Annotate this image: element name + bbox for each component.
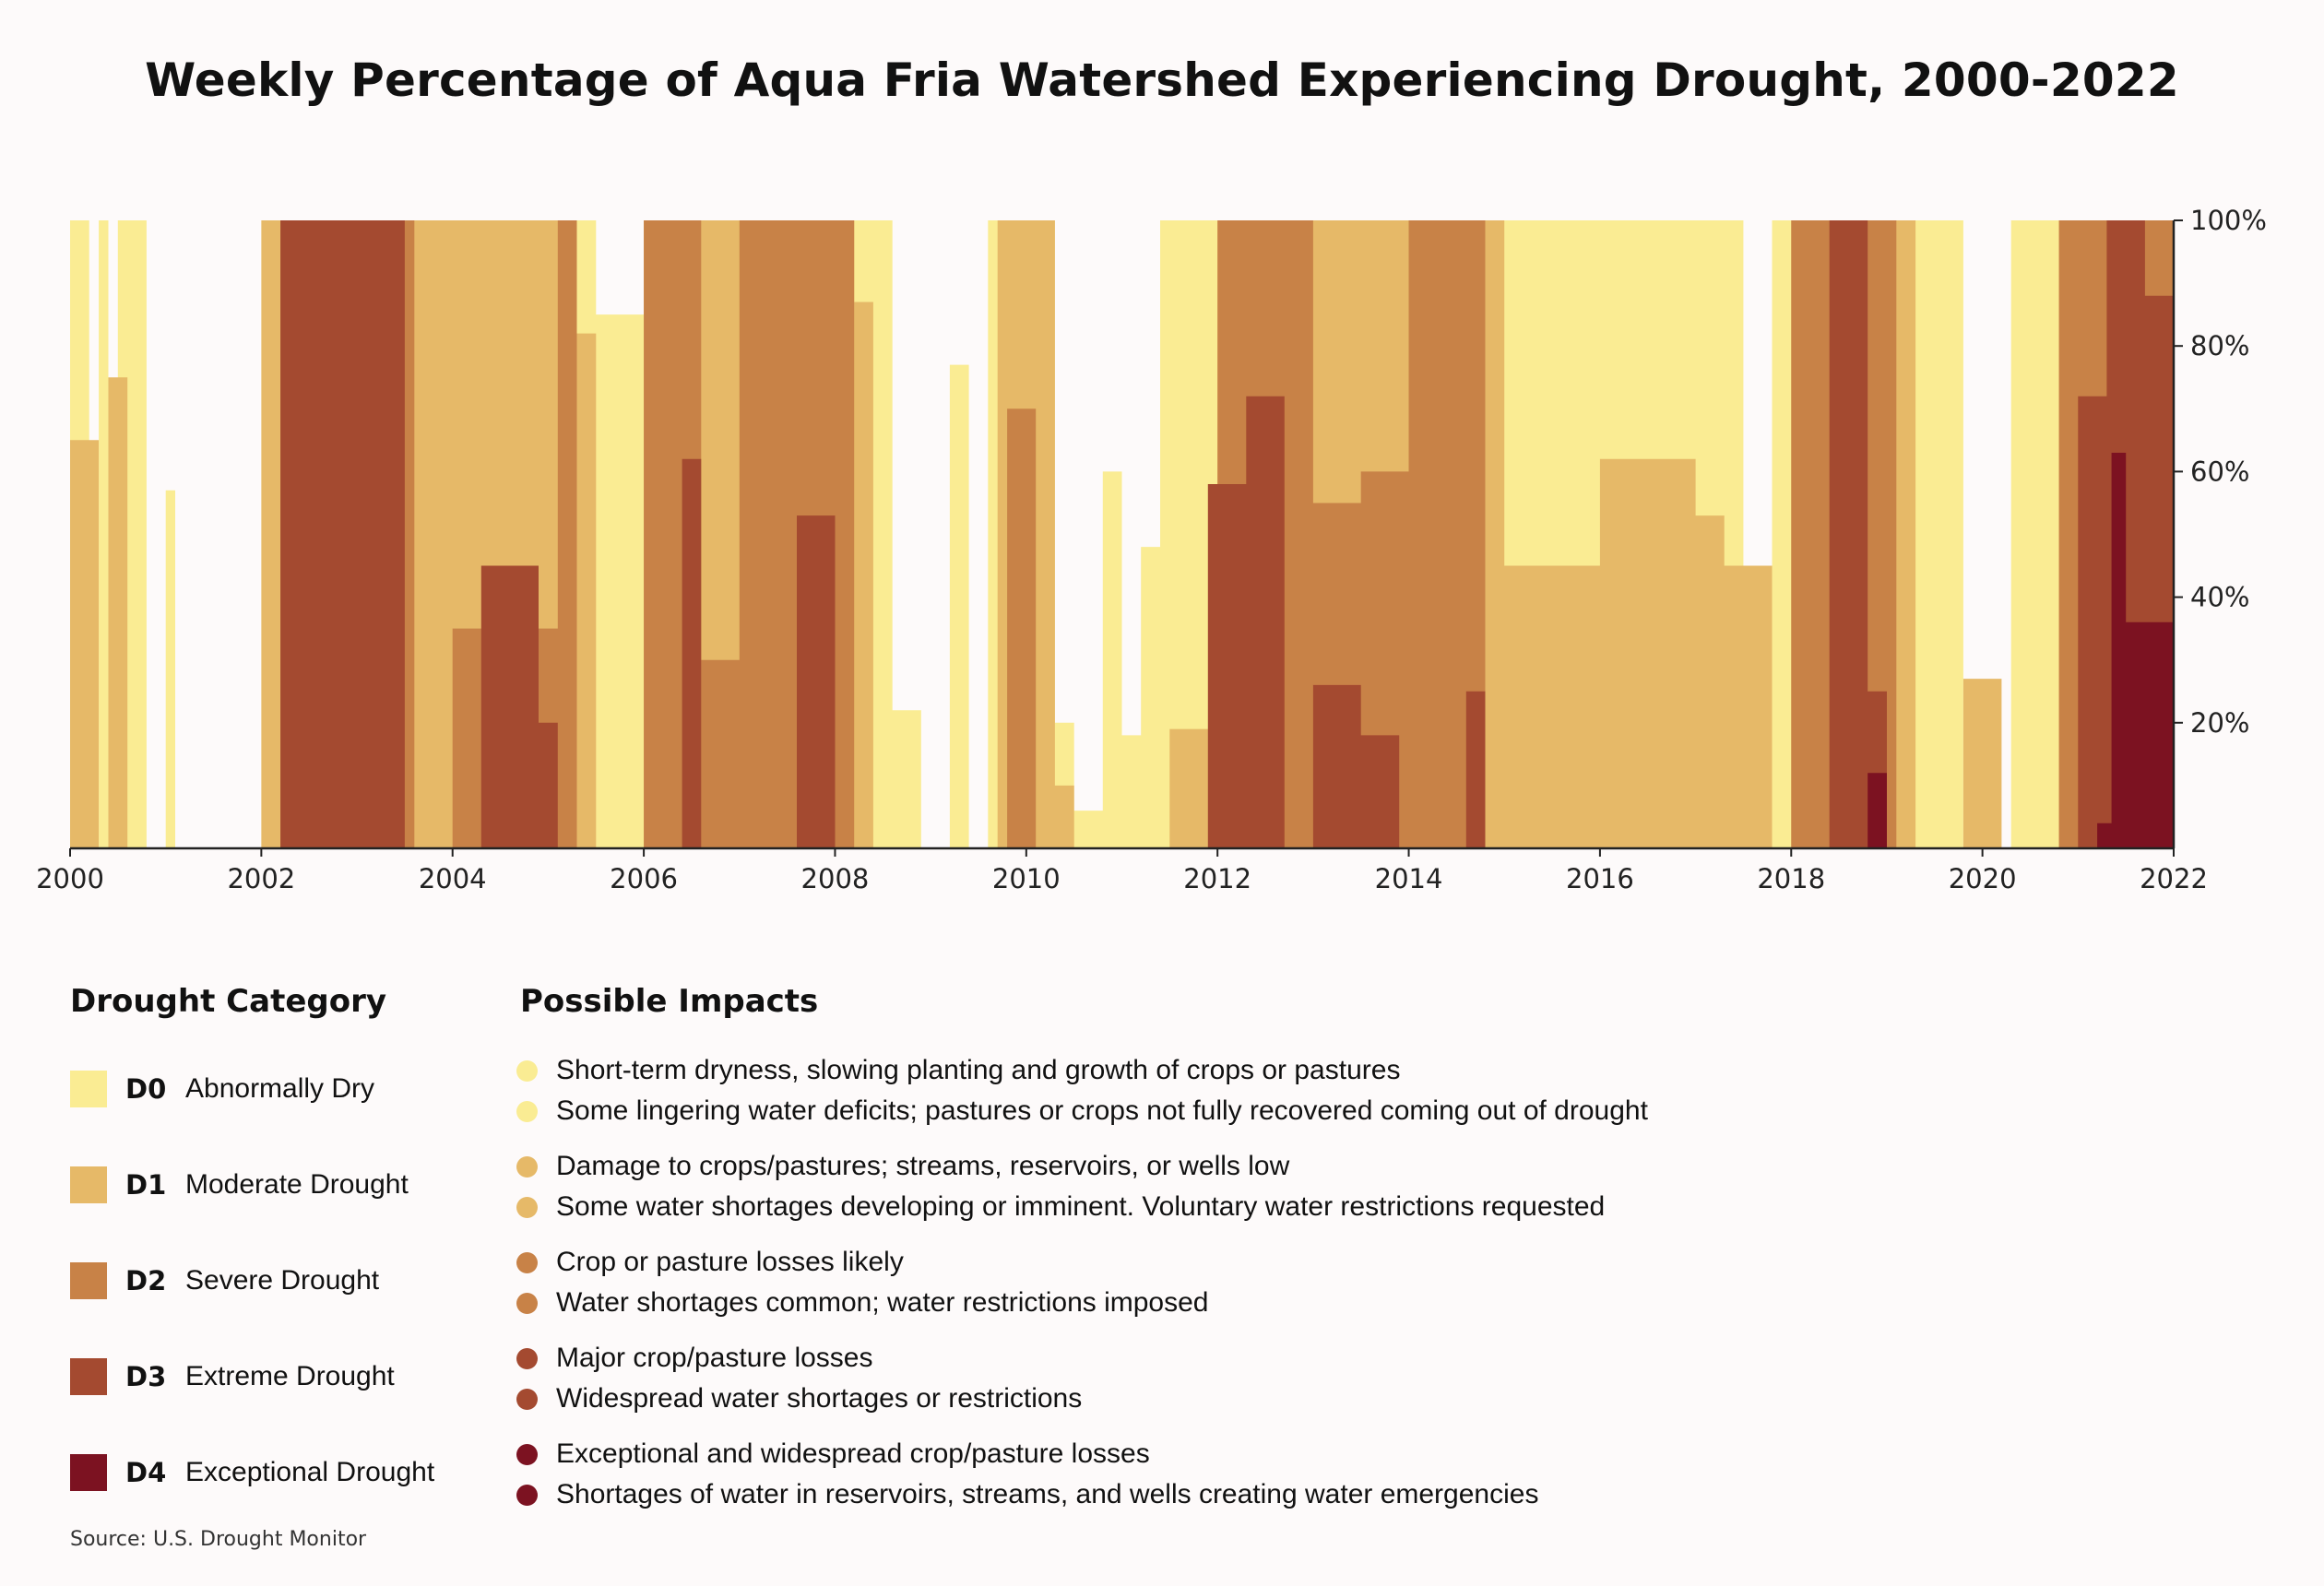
d0-dot-icon bbox=[516, 1059, 538, 1082]
y-tick-label: 60% bbox=[2190, 456, 2249, 487]
d4-code: D4 bbox=[125, 1457, 167, 1488]
y-tick-label: 40% bbox=[2190, 582, 2249, 613]
impact-d4-2: Shortages of water in reservoirs, stream… bbox=[516, 1476, 1538, 1513]
x-tick-label: 2006 bbox=[610, 863, 678, 894]
y-tick-label: 100% bbox=[2190, 205, 2267, 236]
impact-text: Short-term dryness, slowing planting and… bbox=[556, 1055, 1401, 1085]
legend-item-d2: D2 Severe Drought bbox=[70, 1262, 379, 1299]
d2-dot-icon bbox=[516, 1292, 538, 1314]
impact-text: Shortages of water in reservoirs, stream… bbox=[556, 1479, 1539, 1509]
d2-code: D2 bbox=[125, 1265, 167, 1296]
x-tick-label: 2020 bbox=[1949, 863, 2017, 894]
d3-dot-icon bbox=[516, 1388, 538, 1410]
drought-category-heading: Drought Category bbox=[70, 983, 387, 1020]
impact-text: Crop or pasture losses likely bbox=[556, 1247, 904, 1277]
impact-text: Some water shortages developing or immin… bbox=[556, 1191, 1606, 1222]
d4-name: Exceptional Drought bbox=[185, 1457, 435, 1487]
legend-item-d4: D4 Exceptional Drought bbox=[70, 1454, 434, 1491]
d3-dot-icon bbox=[516, 1347, 538, 1369]
d2-swatch bbox=[70, 1262, 107, 1299]
d1-swatch bbox=[70, 1166, 107, 1203]
impact-text: Some lingering water deficits; pastures … bbox=[556, 1095, 1648, 1126]
d4-dot-icon bbox=[516, 1484, 538, 1506]
x-tick-label: 2012 bbox=[1183, 863, 1251, 894]
x-axis-ticks: 2000 2002 2004 2006 2008 2010 2012 2014 2016 2018… bbox=[36, 848, 2208, 894]
d4-swatch bbox=[70, 1454, 107, 1491]
series-d3-area bbox=[70, 220, 2174, 848]
x-tick-label: 2022 bbox=[2140, 863, 2208, 894]
impact-text: Exceptional and widespread crop/pasture … bbox=[556, 1438, 1150, 1469]
legend-item-d1: D1 Moderate Drought bbox=[70, 1166, 409, 1203]
d3-name: Extreme Drought bbox=[185, 1361, 395, 1391]
d1-dot-icon bbox=[516, 1196, 538, 1218]
x-tick-label: 2000 bbox=[36, 863, 104, 894]
x-tick-label: 2004 bbox=[419, 863, 487, 894]
impact-text: Major crop/pasture losses bbox=[556, 1343, 873, 1373]
d4-dot-icon bbox=[516, 1443, 538, 1465]
chart-title: Weekly Percentage of Aqua Fria Watershed… bbox=[145, 53, 2179, 107]
impact-d0-1: Short-term dryness, slowing planting and… bbox=[516, 1052, 1400, 1089]
x-tick-label: 2018 bbox=[1757, 863, 1825, 894]
legend-item-d0: D0 Abnormally Dry bbox=[70, 1071, 374, 1107]
impact-text: Water shortages common; water restrictio… bbox=[556, 1287, 1209, 1318]
impact-text: Widespread water shortages or restrictio… bbox=[556, 1383, 1083, 1414]
d1-dot-icon bbox=[516, 1155, 538, 1178]
plot-area bbox=[70, 220, 2174, 848]
impact-d2-1: Crop or pasture losses likely bbox=[516, 1244, 904, 1281]
d1-code: D1 bbox=[125, 1169, 167, 1201]
d2-dot-icon bbox=[516, 1251, 538, 1273]
x-tick-label: 2010 bbox=[992, 863, 1061, 894]
d2-name: Severe Drought bbox=[185, 1265, 380, 1296]
impact-d1-1: Damage to crops/pastures; streams, reser… bbox=[516, 1148, 1289, 1185]
x-tick-label: 2008 bbox=[801, 863, 870, 894]
d3-swatch bbox=[70, 1358, 107, 1395]
x-tick-label: 2016 bbox=[1566, 863, 1634, 894]
d0-swatch bbox=[70, 1071, 107, 1107]
d0-code: D0 bbox=[125, 1073, 167, 1105]
d0-dot-icon bbox=[516, 1100, 538, 1122]
impact-d3-2: Widespread water shortages or restrictio… bbox=[516, 1380, 1082, 1417]
impact-d1-2: Some water shortages developing or immin… bbox=[516, 1189, 1605, 1225]
legend-item-d3: D3 Extreme Drought bbox=[70, 1358, 395, 1395]
x-tick-label: 2014 bbox=[1375, 863, 1443, 894]
y-tick-label: 20% bbox=[2190, 707, 2249, 739]
impact-d2-2: Water shortages common; water restrictio… bbox=[516, 1284, 1208, 1321]
d0-name: Abnormally Dry bbox=[185, 1073, 375, 1104]
y-tick-label: 80% bbox=[2190, 330, 2249, 361]
impact-d3-1: Major crop/pasture losses bbox=[516, 1340, 872, 1377]
series-d1-area bbox=[70, 220, 2174, 848]
impact-d4-1: Exceptional and widespread crop/pasture … bbox=[516, 1436, 1150, 1473]
y-axis-ticks: 20% 40% 60% 80% 100% bbox=[2174, 205, 2267, 739]
possible-impacts-heading: Possible Impacts bbox=[520, 983, 819, 1020]
source-note: Source: U.S. Drought Monitor bbox=[70, 1528, 367, 1551]
impact-d0-2: Some lingering water deficits; pastures … bbox=[516, 1093, 1648, 1130]
x-tick-label: 2002 bbox=[227, 863, 295, 894]
d3-code: D3 bbox=[125, 1361, 167, 1392]
impact-text: Damage to crops/pastures; streams, reser… bbox=[556, 1151, 1290, 1181]
drought-chart: 2000 2002 2004 2006 2008 2010 2012 2014 2016 2018… bbox=[36, 205, 2267, 894]
d1-name: Moderate Drought bbox=[185, 1169, 409, 1200]
